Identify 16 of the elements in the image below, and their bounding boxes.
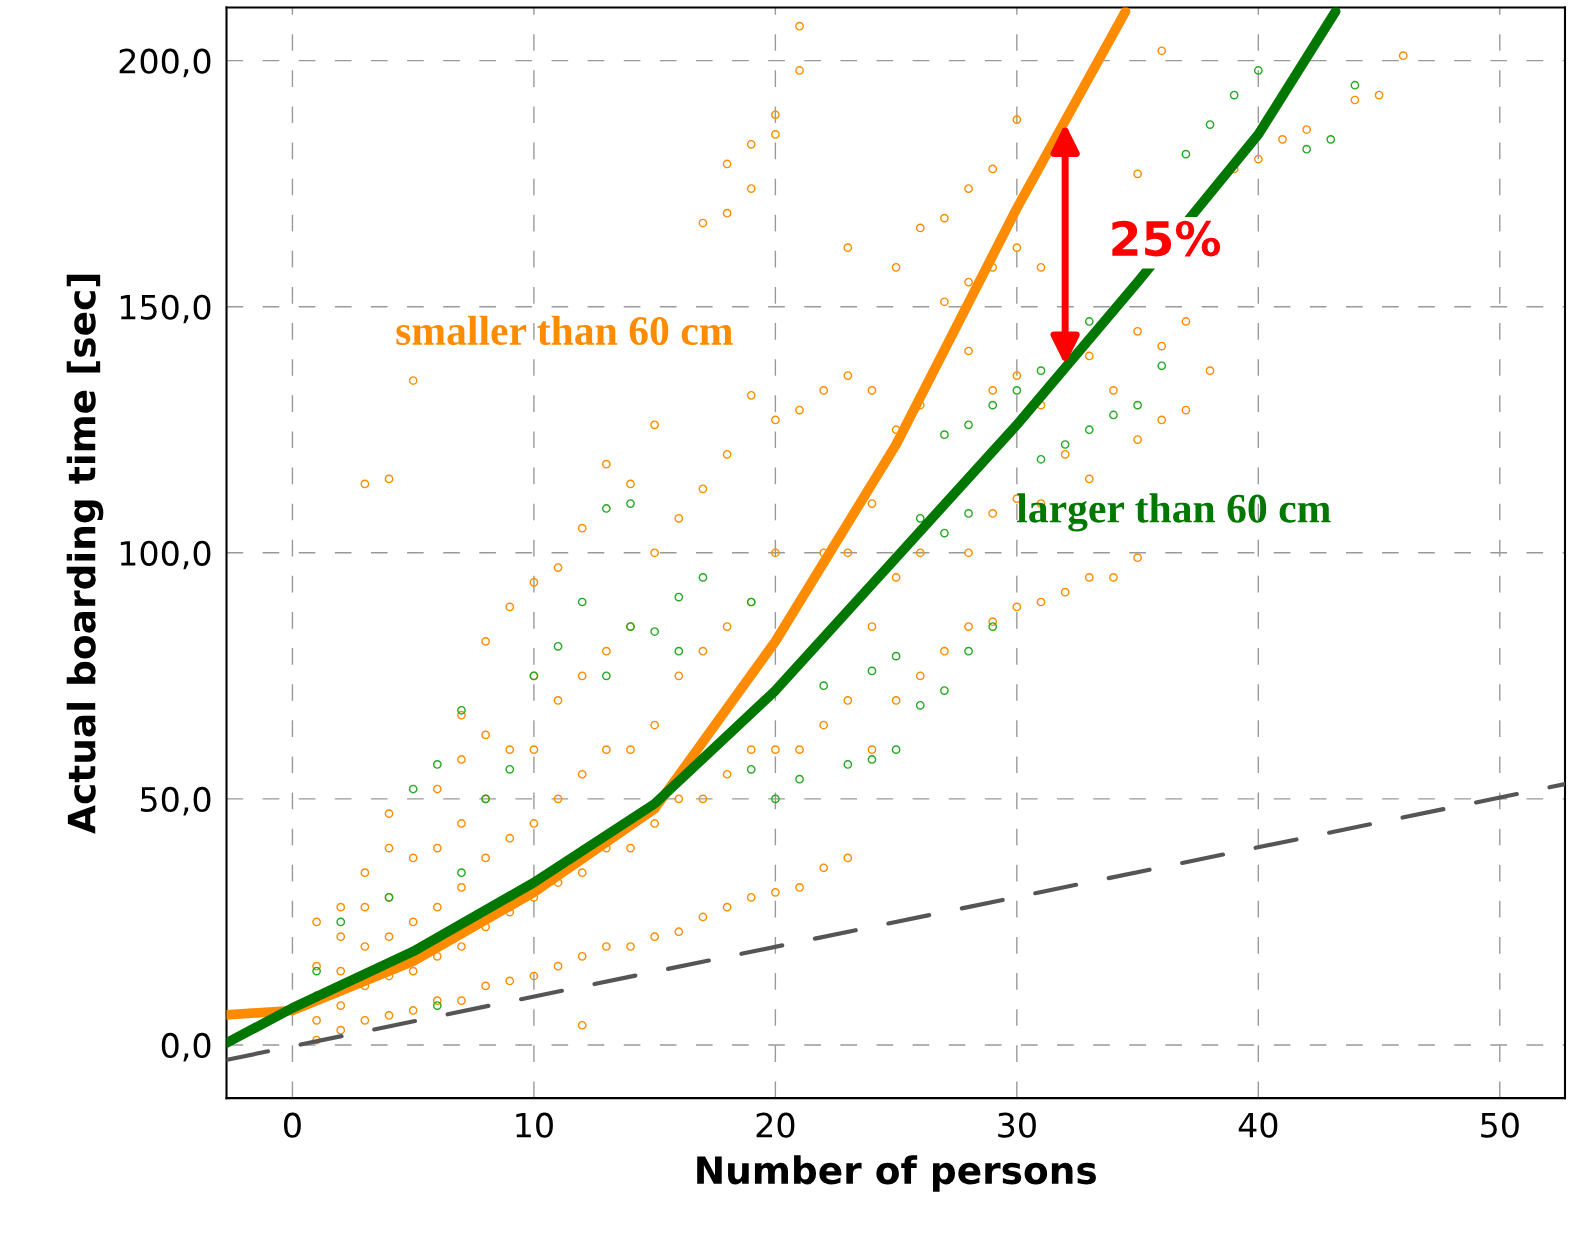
y-tick-label: 100,0 <box>120 540 211 570</box>
y-tick-label: 200,0 <box>119 48 211 78</box>
x-tick-label: 0 <box>284 1112 301 1138</box>
x-tick-label: 40 <box>1238 1112 1278 1138</box>
x-tick-label: 50 <box>1481 1112 1519 1138</box>
x-tick-label: 30 <box>998 1112 1036 1138</box>
y-tick-label: 150,0 <box>120 294 211 324</box>
x-axis-title: Number of persons <box>697 1155 1096 1192</box>
y-tick-label: 50,0 <box>140 786 211 816</box>
y-tick-label: 0,0 <box>161 1032 211 1062</box>
x-tick-label: 10 <box>516 1112 553 1138</box>
x-tick-label: 20 <box>756 1112 795 1138</box>
y-axis-title: Actual boarding time [sec] <box>66 274 104 834</box>
text: smaller than 60 cm <box>396 315 733 346</box>
series-label: larger than 60 cm <box>1017 493 1331 532</box>
annotation: 25% <box>1112 220 1221 257</box>
